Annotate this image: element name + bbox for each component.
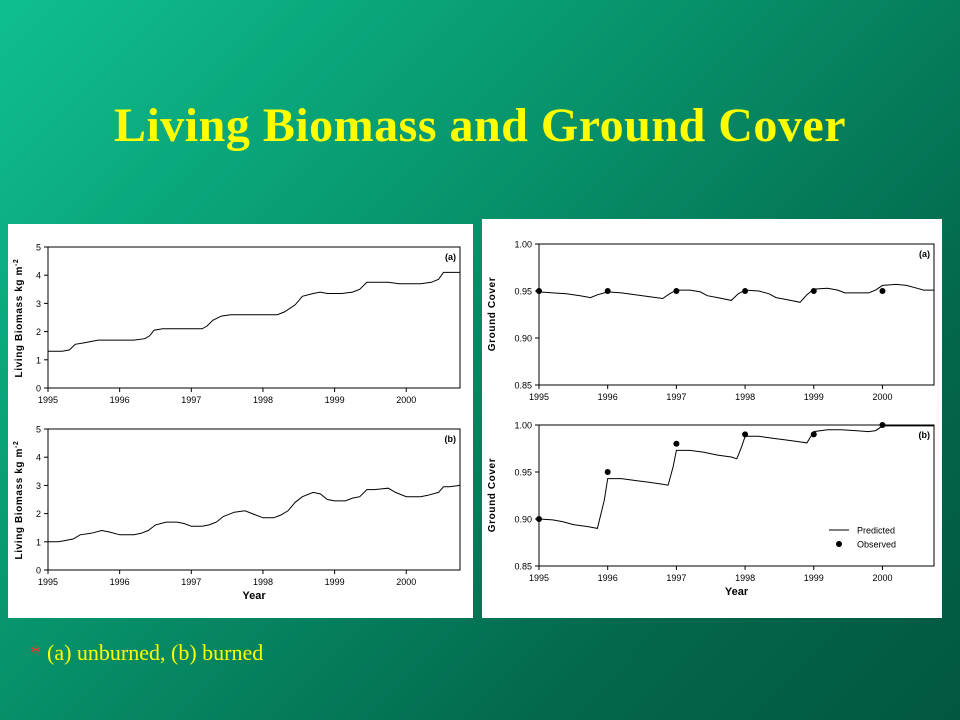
footnote-bullet: * bbox=[30, 640, 41, 665]
biomass-a-x-tick-label: 1999 bbox=[325, 395, 345, 405]
cover-b-y-axis-label-text: Ground Cover bbox=[487, 458, 498, 532]
biomass-a-x-tick-label: 1996 bbox=[110, 395, 130, 405]
cover-b-x-tick-label: 1997 bbox=[666, 573, 686, 583]
biomass-b-x-tick-label: 1997 bbox=[181, 577, 201, 587]
cover-b-observed-point bbox=[604, 469, 611, 475]
legend-observed-swatch bbox=[836, 541, 842, 547]
biomass-a-y-axis-label-text: Living Biomass kg m bbox=[14, 266, 25, 377]
cover-b-y-tick-label: 0.90 bbox=[514, 515, 532, 525]
cover-b-x-tick-label: 1995 bbox=[529, 573, 549, 583]
biomass-b-x-tick-label: 1998 bbox=[253, 577, 273, 587]
cover-b-observed-point bbox=[810, 431, 817, 438]
cover-a-observed-point bbox=[879, 288, 886, 294]
ground-cover-charts-svg: 0.85 0.90 0.95 1.00 1995 1996 1997 1998 1999 2000… bbox=[487, 240, 935, 598]
biomass-b-y-tick-label: 5 bbox=[36, 425, 41, 435]
biomass-b-y-axis-label: Living Biomass kg m-2 bbox=[13, 441, 25, 560]
footnote-text: (a) unburned, (b) burned bbox=[47, 640, 264, 665]
biomass-a-y-axis-label-sup: -2 bbox=[13, 259, 20, 266]
biomass-b-predicted-line bbox=[48, 484, 461, 543]
footnote: * (a) unburned, (b) burned bbox=[30, 640, 263, 666]
biomass-figure: 0 1 2 3 4 5 1995 1996 1997 1998 1999 2000 (a) Living … bbox=[8, 224, 473, 618]
biomass-a-x-tick-label: 1997 bbox=[181, 395, 201, 405]
cover-a-observed-point bbox=[604, 288, 611, 294]
cover-b-observed-point bbox=[673, 440, 680, 447]
biomass-a-x-tick-label: 1998 bbox=[253, 395, 273, 405]
biomass-charts-svg: 0 1 2 3 4 5 1995 1996 1997 1998 1999 2000 (a) Living … bbox=[13, 243, 461, 602]
biomass-b-y-tick-label: 0 bbox=[36, 566, 41, 576]
biomass-a-y-tick-label: 0 bbox=[36, 384, 41, 394]
biomass-b-x-tick-label: 1996 bbox=[110, 577, 130, 587]
cover-a-x-tick-label: 1996 bbox=[598, 392, 618, 402]
biomass-a-predicted-line bbox=[48, 271, 460, 352]
biomass-b-y-tick-label: 1 bbox=[36, 537, 41, 547]
cover-a-x-tick-label: 1997 bbox=[666, 392, 686, 402]
cover-a-y-tick-label: 1.00 bbox=[514, 240, 532, 250]
biomass-a-y-tick-label: 2 bbox=[36, 327, 41, 337]
slide-title: Living Biomass and Ground Cover bbox=[113, 99, 847, 152]
biomass-b-y-tick-label: 2 bbox=[36, 509, 41, 519]
biomass-a-panel-label: (a) bbox=[445, 252, 456, 262]
cover-a-observed-point bbox=[536, 288, 542, 294]
cover-a-y-tick-label: 0.90 bbox=[514, 334, 532, 344]
cover-a-y-axis-label-text: Ground Cover bbox=[487, 277, 498, 351]
cover-a-x-tick-label: 1998 bbox=[735, 392, 755, 402]
cover-b-observed-point bbox=[536, 516, 542, 522]
biomass-a-y-tick-label: 3 bbox=[36, 299, 41, 309]
biomass-b-panel-label: (b) bbox=[445, 434, 457, 444]
cover-a-plot-frame bbox=[538, 243, 935, 386]
biomass-a-chart: 0 1 2 3 4 5 1995 1996 1997 1998 1999 2000 (a) Living … bbox=[13, 243, 461, 405]
biomass-a-plot-frame bbox=[47, 246, 461, 389]
cover-a-observed-point bbox=[673, 288, 680, 294]
biomass-b-y-tick-label: 3 bbox=[36, 481, 41, 491]
biomass-b-chart: 0 1 2 3 4 5 1995 1996 1997 1998 1999 2000 (b) Living … bbox=[13, 425, 461, 602]
biomass-b-x-tick-label: 2000 bbox=[396, 577, 416, 587]
legend-predicted-label: Predicted bbox=[857, 526, 895, 536]
biomass-a-x-tick-label: 2000 bbox=[396, 395, 416, 405]
cover-b-x-axis-label: Year bbox=[725, 586, 749, 598]
cover-a-panel-label: (a) bbox=[919, 249, 930, 259]
legend-observed-label: Observed bbox=[857, 540, 896, 550]
biomass-a-x-tick-label: 1995 bbox=[38, 395, 58, 405]
biomass-b-x-axis-label: Year bbox=[242, 590, 266, 602]
ground-cover-figure: 0.85 0.90 0.95 1.00 1995 1996 1997 1998 1999 2000… bbox=[482, 219, 942, 618]
cover-a-observed-point bbox=[810, 288, 817, 294]
cover-b-plot-frame bbox=[538, 424, 935, 567]
cover-b-x-tick-label: 1999 bbox=[804, 573, 824, 583]
cover-b-chart: 0.85 0.90 0.95 1.00 1995 1996 1997 1998 1999 2000… bbox=[487, 421, 935, 598]
biomass-b-y-tick-label: 4 bbox=[36, 453, 41, 463]
cover-a-chart: 0.85 0.90 0.95 1.00 1995 1996 1997 1998 1999 2000… bbox=[487, 240, 935, 402]
cover-a-predicted-line bbox=[538, 283, 934, 303]
cover-b-observed-point bbox=[742, 431, 749, 438]
cover-b-y-tick-label: 1.00 bbox=[514, 421, 532, 431]
cover-b-x-tick-label: 1998 bbox=[735, 573, 755, 583]
biomass-a-y-axis-label: Living Biomass kg m-2 bbox=[13, 259, 25, 378]
cover-a-observed-point bbox=[742, 288, 749, 294]
biomass-a-y-tick-label: 5 bbox=[36, 243, 41, 253]
cover-b-legend: Predicted Observed bbox=[829, 526, 896, 550]
cover-b-predicted-line bbox=[538, 425, 934, 529]
cover-b-y-axis-label: Ground Cover bbox=[487, 458, 498, 532]
cover-b-x-tick-label: 1996 bbox=[598, 573, 618, 583]
biomass-b-x-tick-label: 1995 bbox=[38, 577, 58, 587]
cover-a-x-tick-label: 1995 bbox=[529, 392, 549, 402]
cover-b-y-tick-label: 0.95 bbox=[514, 468, 532, 478]
cover-a-y-axis-label: Ground Cover bbox=[487, 277, 498, 351]
cover-a-x-tick-label: 1999 bbox=[804, 392, 824, 402]
biomass-a-y-tick-label: 1 bbox=[36, 355, 41, 365]
cover-a-y-tick-label: 0.95 bbox=[514, 287, 532, 297]
cover-a-y-tick-label: 0.85 bbox=[514, 381, 532, 391]
biomass-b-x-tick-label: 1999 bbox=[325, 577, 345, 587]
cover-b-panel-label: (b) bbox=[919, 430, 931, 440]
cover-b-y-tick-label: 0.85 bbox=[514, 562, 532, 572]
cover-a-x-tick-label: 2000 bbox=[872, 392, 892, 402]
cover-b-x-tick-label: 2000 bbox=[872, 573, 892, 583]
cover-b-observed-point bbox=[879, 422, 886, 428]
biomass-b-plot-frame bbox=[47, 428, 461, 571]
biomass-b-y-axis-label-sup: -2 bbox=[13, 441, 20, 448]
biomass-a-y-tick-label: 4 bbox=[36, 271, 41, 281]
biomass-b-y-axis-label-text: Living Biomass kg m bbox=[14, 448, 25, 559]
